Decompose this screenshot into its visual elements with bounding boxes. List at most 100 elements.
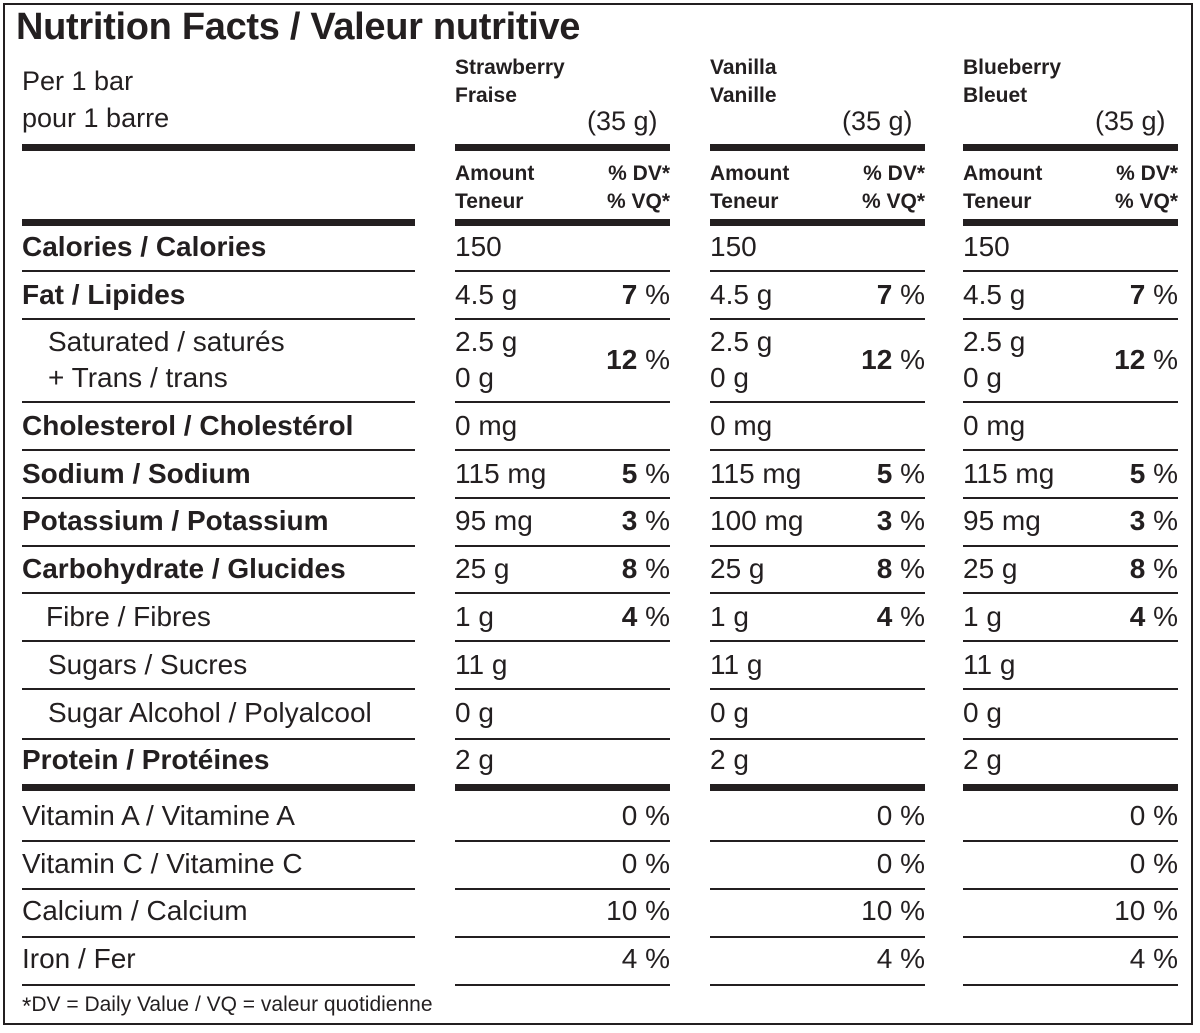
value-saturated: 2.5 g xyxy=(710,326,773,357)
row-rule xyxy=(963,401,1178,403)
row-rule xyxy=(963,888,1178,890)
dv-number: 4 xyxy=(876,601,893,632)
dv-number: 5 xyxy=(1129,458,1146,489)
value-carbohydrate: 25 g xyxy=(963,553,1018,584)
dv-number: 7 xyxy=(621,279,638,310)
nutrition-facts-panel xyxy=(3,3,1193,1025)
row-rule xyxy=(455,738,670,740)
row-rule xyxy=(710,936,925,938)
header-teneur: Teneur xyxy=(710,190,779,213)
percent-sign: % xyxy=(645,505,670,536)
label-sugars: Sugars / Sucres xyxy=(48,649,248,680)
flavor-name-fr: Bleuet xyxy=(963,84,1028,107)
value-saturated: 2.5 g xyxy=(963,326,1026,357)
label-vitamin-a: Vitamin A / Vitamine A xyxy=(22,800,295,831)
value-carbohydrate: 25 g xyxy=(455,553,510,584)
value-cholesterol: 0 mg xyxy=(455,410,518,441)
row-rule xyxy=(455,270,670,272)
value-iron: 4 % xyxy=(621,943,670,974)
rule-col-top xyxy=(963,144,1178,151)
rule-col-header xyxy=(455,219,670,226)
dv-potassium: 3 % xyxy=(1058,505,1178,537)
dv-number: 12 xyxy=(1114,344,1146,375)
label-iron: Iron / Fer xyxy=(22,943,136,974)
row-rule xyxy=(710,984,925,986)
percent-sign: % xyxy=(1153,458,1178,489)
value-protein: 2 g xyxy=(455,744,494,775)
row-rule xyxy=(710,545,925,547)
value-calories: 150 xyxy=(455,231,502,262)
rule-label-top xyxy=(22,144,415,151)
value-sodium: 115 mg xyxy=(455,458,547,489)
row-rule xyxy=(710,592,925,594)
row-rule xyxy=(963,270,1178,272)
value-sugar-alcohol: 0 g xyxy=(710,697,749,728)
value-sugars: 11 g xyxy=(455,649,508,680)
row-rule xyxy=(455,545,670,547)
row-rule xyxy=(22,449,415,451)
label-carbohydrate: Carbohydrate / Glucides xyxy=(22,553,346,584)
percent-sign: % xyxy=(900,505,925,536)
value-potassium: 95 mg xyxy=(963,505,1041,536)
dv-carbohydrate: 8 % xyxy=(1058,553,1178,585)
row-rule xyxy=(710,738,925,740)
flavor-name-en: Strawberry xyxy=(455,56,565,79)
percent-sign: % xyxy=(1153,279,1178,310)
value-protein: 2 g xyxy=(963,744,1002,775)
value-fat: 4.5 g xyxy=(963,279,1026,310)
dv-fat: 7 % xyxy=(805,279,925,311)
value-trans: 0 g xyxy=(963,362,1002,393)
flavor-name-fr: Vanille xyxy=(710,84,777,107)
rule-col-top xyxy=(710,144,925,151)
row-rule xyxy=(963,497,1178,499)
dv-carbohydrate: 8 % xyxy=(550,553,670,585)
header-vq: % VQ* xyxy=(606,190,670,213)
rule-col-top xyxy=(455,144,670,151)
percent-sign: % xyxy=(645,344,670,375)
header-amount: Amount xyxy=(455,162,535,185)
percent-sign: % xyxy=(900,344,925,375)
row-rule xyxy=(963,640,1178,642)
row-rule xyxy=(455,640,670,642)
dv-saturated-trans: 12 % xyxy=(1058,344,1178,376)
row-rule xyxy=(963,840,1178,842)
header-dv: % DV* xyxy=(1116,162,1178,185)
dv-number: 4 xyxy=(1129,601,1146,632)
row-rule xyxy=(963,984,1178,986)
value-sodium: 115 mg xyxy=(963,458,1055,489)
label-calcium: Calcium / Calcium xyxy=(22,895,248,926)
rule-vitamins xyxy=(455,784,670,791)
value-vitamin-c: 0 % xyxy=(876,848,925,879)
percent-sign: % xyxy=(645,458,670,489)
value-potassium: 95 mg xyxy=(455,505,533,536)
dv-number: 12 xyxy=(861,344,893,375)
value-potassium: 100 mg xyxy=(710,505,804,536)
row-rule xyxy=(455,888,670,890)
header-vq: % VQ* xyxy=(1114,190,1178,213)
value-vitamin-a: 0 % xyxy=(876,800,925,831)
flavor-name-en: Blueberry xyxy=(963,56,1062,79)
label-saturated: Saturated / saturés xyxy=(48,326,285,357)
dv-number: 7 xyxy=(876,279,893,310)
value-vitamin-c: 0 % xyxy=(1129,848,1178,879)
row-rule xyxy=(22,592,415,594)
dv-fat: 7 % xyxy=(550,279,670,311)
row-rule xyxy=(22,497,415,499)
header-teneur: Teneur xyxy=(455,190,524,213)
row-rule xyxy=(710,640,925,642)
row-rule xyxy=(22,318,415,320)
percent-sign: % xyxy=(645,601,670,632)
dv-number: 5 xyxy=(876,458,893,489)
value-sugar-alcohol: 0 g xyxy=(963,697,1002,728)
percent-sign: % xyxy=(1153,344,1178,375)
header-dv: % DV* xyxy=(863,162,925,185)
value-carbohydrate: 25 g xyxy=(710,553,765,584)
value-calcium: 10 % xyxy=(606,895,670,926)
row-rule xyxy=(963,936,1178,938)
label-fibre: Fibre / Fibres xyxy=(46,601,211,632)
value-calories: 150 xyxy=(710,231,757,262)
percent-sign: % xyxy=(900,553,925,584)
row-rule xyxy=(22,888,415,890)
dv-number: 3 xyxy=(621,505,638,536)
flavor-name-fr: Fraise xyxy=(455,84,517,107)
